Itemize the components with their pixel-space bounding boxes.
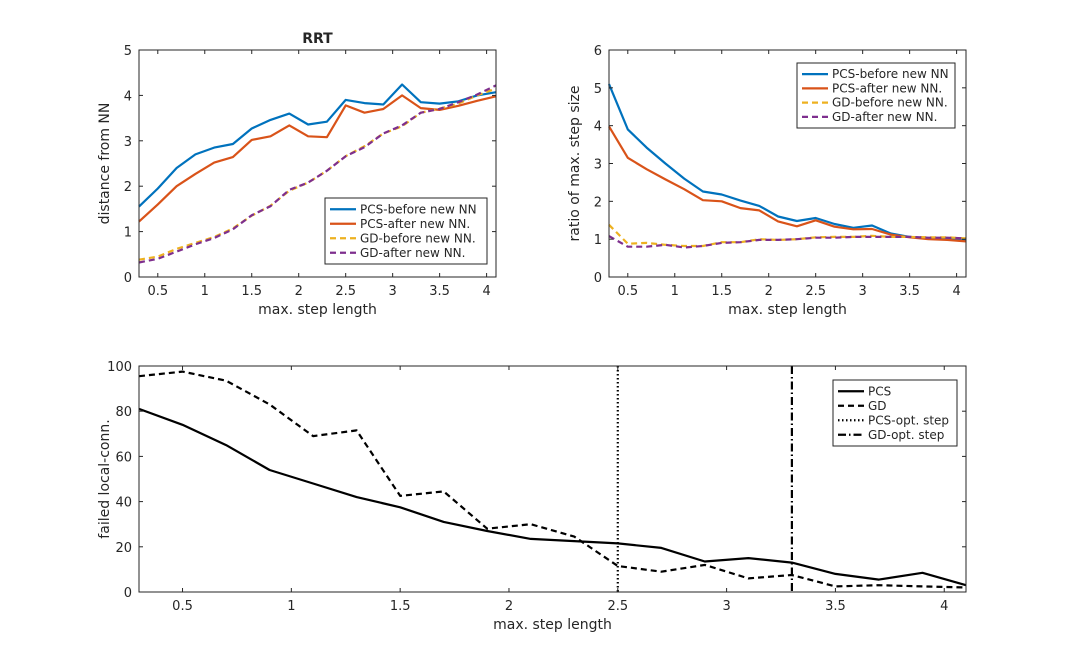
- x-tick-label: 2: [295, 284, 303, 299]
- y-tick-label: 4: [124, 89, 132, 104]
- y-tick-label: 80: [115, 405, 132, 420]
- x-tick-label: 1: [671, 284, 679, 299]
- y-tick-label: 4: [594, 120, 602, 135]
- x-axis-label: max. step length: [493, 617, 612, 633]
- x-tick-label: 4: [940, 599, 948, 614]
- series-lines: [138, 366, 967, 592]
- x-tick-label: 3: [859, 284, 867, 299]
- legend-entry: PCS-after new NN.: [832, 81, 942, 95]
- x-tick-label: 3.5: [825, 599, 846, 614]
- series-line-0: [138, 407, 967, 587]
- legend-entry: GD: [868, 399, 887, 413]
- x-tick-label: 0.5: [617, 284, 638, 299]
- x-tick-label: 3.5: [899, 284, 920, 299]
- series-line-3: [608, 235, 967, 249]
- axes-frame: [138, 365, 967, 593]
- y-axis-label: failed local-conn.: [97, 419, 113, 538]
- y-tick-label: 5: [124, 44, 132, 59]
- legend-entry: GD-before new NN.: [360, 231, 476, 245]
- series-lines: [607, 83, 967, 249]
- x-tick-label: 3: [722, 599, 730, 614]
- series-line-3: [138, 84, 497, 264]
- axes-frame: [138, 49, 497, 278]
- x-tick-label: 1.5: [711, 284, 732, 299]
- x-tick-label: 2.5: [607, 599, 628, 614]
- series-line-0: [138, 83, 497, 208]
- y-tick-label: 60: [115, 450, 132, 465]
- ticks: 0.5 1 1.5 2 2.5 3 3.5 4 0 1 2 3 4 5: [124, 44, 496, 299]
- y-tick-label: 5: [594, 82, 602, 97]
- x-tick-label: 0.5: [172, 599, 193, 614]
- series-line-1: [138, 370, 967, 589]
- legend-entry: PCS: [868, 384, 891, 398]
- y-tick-label: 3: [124, 135, 132, 150]
- y-tick-label: 0: [124, 586, 132, 601]
- y-tick-label: 2: [594, 195, 602, 210]
- chart-rrt-distance: 0.5 1 1.5 2 2.5 3 3.5 4 0 1 2 3 4 5 RRT max. step len…: [97, 31, 497, 318]
- ticks: 0.5 1 1.5 2 2.5 3 3.5 4 0 1 2 3 4 5 6: [594, 44, 966, 299]
- legend-entry: GD-before new NN.: [832, 96, 948, 110]
- y-tick-label: 0: [124, 271, 132, 286]
- x-tick-label: 2.5: [335, 284, 356, 299]
- legend-entry: GD-after new NN.: [832, 110, 937, 124]
- chart-step-size-ratio: 0.5 1 1.5 2 2.5 3 3.5 4 0 1 2 3 4 5 6 max. step length…: [567, 44, 967, 318]
- x-tick-label: 4: [952, 284, 960, 299]
- x-tick-label: 3.5: [429, 284, 450, 299]
- x-axis-label: max. step length: [258, 302, 377, 318]
- legend-entry: PCS-before new NN: [832, 67, 949, 81]
- y-tick-label: 100: [107, 360, 132, 375]
- x-tick-label: 2: [765, 284, 773, 299]
- x-tick-label: 1: [201, 284, 209, 299]
- x-tick-label: 1.5: [241, 284, 262, 299]
- y-tick-label: 2: [124, 180, 132, 195]
- chart-title: RRT: [302, 31, 333, 47]
- legend-entry: PCS-after new NN.: [360, 217, 470, 231]
- series-lines: [138, 83, 497, 264]
- y-axis-label: distance from NN: [97, 103, 113, 225]
- legend-entry: PCS-opt. step: [868, 413, 949, 427]
- y-tick-label: 0: [594, 271, 602, 286]
- x-tick-label: 3: [389, 284, 397, 299]
- legend-entry: GD-after new NN.: [360, 246, 465, 260]
- x-tick-label: 1.5: [390, 599, 411, 614]
- x-tick-label: 2.5: [805, 284, 826, 299]
- y-tick-label: 1: [594, 233, 602, 248]
- x-tick-label: 1: [287, 599, 295, 614]
- series-line-2: [138, 87, 497, 261]
- y-tick-label: 6: [594, 44, 602, 59]
- y-tick-label: 3: [594, 158, 602, 173]
- y-tick-label: 40: [115, 496, 132, 511]
- y-axis-label: ratio of max. step size: [567, 86, 583, 242]
- x-tick-label: 0.5: [147, 284, 168, 299]
- x-tick-label: 4: [482, 284, 490, 299]
- series-line-1: [138, 94, 497, 223]
- y-tick-label: 20: [115, 541, 132, 556]
- legend-entry: PCS-before new NN: [360, 202, 477, 216]
- legend-entry: GD-opt. step: [868, 428, 944, 442]
- y-tick-label: 1: [124, 226, 132, 241]
- x-tick-label: 2: [505, 599, 513, 614]
- x-axis-label: max. step length: [728, 302, 847, 318]
